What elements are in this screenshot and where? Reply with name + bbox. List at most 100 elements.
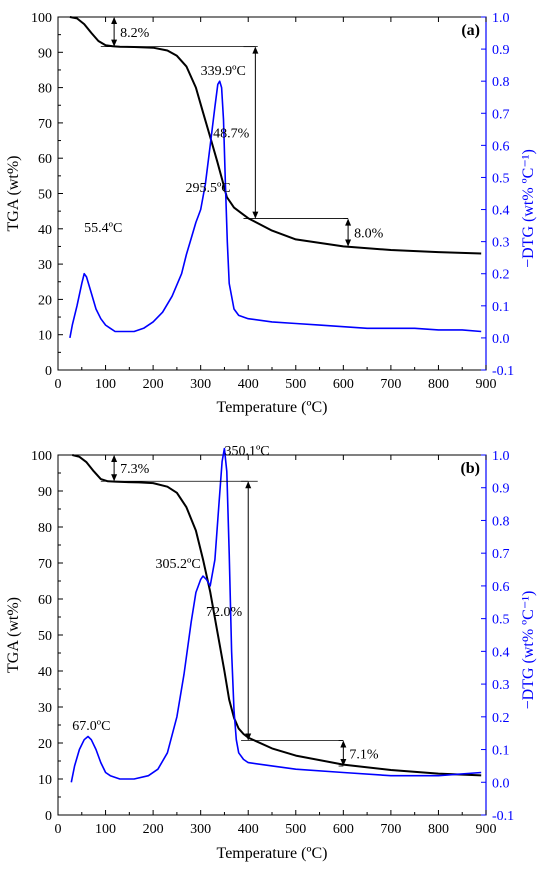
y-left-tick-label: 70 (38, 557, 52, 572)
arrow-head (111, 455, 118, 462)
x-tick-label: 800 (428, 377, 449, 392)
arrow-head (252, 46, 259, 54)
y-right-tick-label: 1.0 (492, 11, 510, 26)
x-tick-label: 900 (476, 822, 497, 837)
chart-panel-b: 0 100 200 300 400 500 600 700 800 900 0 10 20 30 40 50 6… (5, 444, 537, 862)
y-right-tick-label: 0.5 (492, 613, 510, 628)
y-left-tick-label: 60 (38, 593, 52, 608)
y-right-tick-label: 0.0 (492, 776, 510, 791)
y-right-tick-label: 0.8 (492, 514, 510, 529)
peak-temperature-label: 295.5ºC (185, 181, 230, 196)
y-right-tick-label: 0.3 (492, 236, 510, 251)
mass-loss-label: 7.1% (349, 747, 379, 762)
y-right-tick-label: 0.9 (492, 482, 510, 497)
x-tick-label: 0 (55, 377, 62, 392)
y-left-tick-label: 100 (31, 449, 52, 464)
y-right-tick-label: -0.1 (492, 809, 514, 824)
y-right-tick-label: 0.3 (492, 678, 510, 693)
tga-curve (69, 16, 482, 255)
x-tick-label: 500 (285, 822, 306, 837)
peak-temperature-label: 67.0ºC (72, 719, 110, 734)
y-left-axis-title: TGA (wt%) (5, 156, 22, 232)
y-right-tick-label: 0.4 (492, 645, 510, 660)
x-tick-label: 600 (333, 377, 354, 392)
y-right-tick-label: 0.4 (492, 204, 510, 219)
peak-temperature-label: 339.9ºC (201, 64, 246, 79)
y-left-tick-label: 90 (38, 485, 52, 500)
peak-temperature-label: 55.4ºC (84, 221, 122, 236)
y-right-tick-label: 0.0 (492, 332, 510, 347)
plot-frame (57, 454, 487, 816)
y-right-tick-label: 0.1 (492, 744, 510, 759)
y-left-tick-label: 10 (38, 329, 52, 344)
chart-panel-a: 0 100 200 300 400 500 600 700 800 900 0 10 20 30 40 50 6… (5, 11, 537, 416)
y-left-tick-label: 0 (45, 809, 52, 824)
x-tick-label: 800 (428, 822, 449, 837)
arrow-head (345, 218, 352, 226)
y-right-tick-label: 0.8 (492, 75, 510, 90)
y-left-tick-label: 40 (38, 665, 52, 680)
y-right-axis-title: −DTG (wt% ºC⁻¹) (520, 591, 537, 710)
arrow-head (340, 740, 347, 748)
y-left-tick-label: 0 (45, 364, 52, 379)
y-left-tick-label: 80 (38, 521, 52, 536)
y-right-tick-label: -0.1 (492, 364, 514, 379)
mass-loss-label: 7.3% (120, 462, 150, 477)
y-left-tick-label: 80 (38, 82, 52, 97)
panel-label: (b) (460, 460, 480, 477)
y-left-tick-label: 90 (38, 46, 52, 61)
y-right-tick-label: 0.2 (492, 268, 510, 283)
x-tick-label: 100 (95, 822, 116, 837)
dtg-curve (69, 80, 482, 339)
arrow-head (345, 239, 352, 247)
y-right-tick-label: 0.1 (492, 300, 510, 315)
plot-frame (57, 16, 487, 371)
arrow-head (245, 481, 252, 489)
mass-loss-label: 72.0% (206, 605, 243, 620)
y-left-tick-label: 70 (38, 117, 52, 132)
y-right-tick-label: 1.0 (492, 449, 510, 464)
panel-label: (a) (461, 22, 480, 39)
arrow-head (111, 39, 118, 47)
y-left-tick-label: 20 (38, 293, 52, 308)
peak-temperature-label: 350.1ºC (224, 444, 269, 459)
x-tick-label: 0 (55, 822, 62, 837)
y-right-tick-label: 0.5 (492, 171, 510, 186)
mass-loss-label: 8.0% (354, 227, 384, 242)
y-right-tick-label: 0.9 (492, 43, 510, 58)
mass-loss-label: 8.2% (120, 26, 150, 41)
y-right-tick-label: 0.6 (492, 580, 510, 595)
y-left-tick-label: 20 (38, 737, 52, 752)
x-tick-label: 500 (285, 377, 306, 392)
x-axis-title: Temperature (ºC) (217, 399, 328, 416)
x-tick-label: 100 (95, 377, 116, 392)
arrow-head (340, 759, 347, 767)
y-left-tick-label: 10 (38, 773, 52, 788)
x-axis-title: Temperature (ºC) (217, 845, 328, 862)
dtg-curve (70, 447, 482, 783)
x-tick-label: 200 (143, 377, 164, 392)
mass-loss-label: 48.7% (213, 127, 250, 142)
x-tick-label: 300 (190, 377, 211, 392)
y-left-tick-label: 60 (38, 152, 52, 167)
y-left-tick-label: 50 (38, 188, 52, 203)
y-right-tick-label: 0.6 (492, 139, 510, 154)
x-tick-label: 900 (476, 377, 497, 392)
tga-curve (72, 454, 482, 777)
y-right-tick-label: 0.7 (492, 107, 510, 122)
x-tick-label: 300 (190, 822, 211, 837)
y-left-tick-label: 40 (38, 223, 52, 238)
x-tick-label: 700 (380, 822, 401, 837)
x-tick-label: 700 (380, 377, 401, 392)
arrow-head (111, 17, 118, 24)
y-right-tick-label: 0.7 (492, 547, 510, 562)
y-right-axis-title: −DTG (wt% ºC⁻¹) (520, 149, 537, 268)
y-left-tick-label: 100 (31, 11, 52, 26)
peak-temperature-label: 305.2ºC (155, 557, 200, 572)
y-left-tick-label: 30 (38, 701, 52, 716)
x-tick-label: 400 (238, 822, 259, 837)
y-right-tick-label: 0.2 (492, 711, 510, 726)
y-left-tick-label: 50 (38, 629, 52, 644)
arrow-head (111, 474, 118, 482)
x-tick-label: 600 (333, 822, 354, 837)
